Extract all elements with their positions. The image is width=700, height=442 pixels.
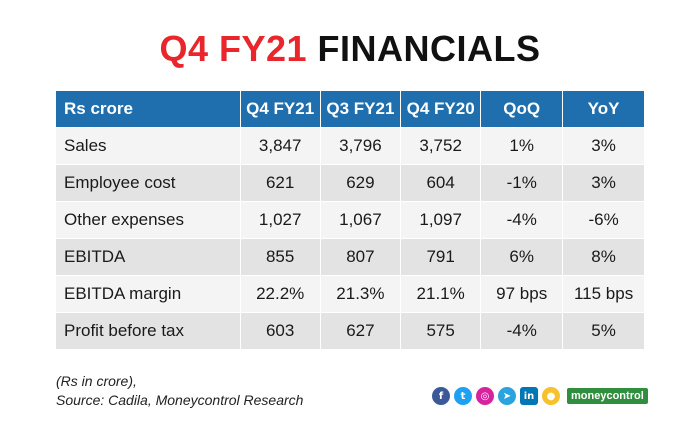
table-cell: 627 [319, 312, 402, 350]
instagram-icon[interactable]: ◎ [476, 387, 494, 405]
footnote-source: Source: Cadila, Moneycontrol Research [56, 392, 304, 408]
logo-text-pre: money [571, 390, 607, 402]
table-cell: 5% [562, 312, 645, 350]
row-label: EBITDA margin [55, 275, 241, 313]
table-cell: 575 [400, 312, 482, 350]
table-cell: 8% [562, 238, 645, 276]
table-cell: 855 [239, 238, 321, 276]
title-highlight: Q4 FY21 [159, 28, 308, 69]
table-header-row: Rs crore Q4 FY21 Q3 FY21 Q4 FY20 QoQ YoY [55, 90, 645, 128]
table-row: EBITDA 855 807 791 6% 8% [55, 238, 645, 276]
table-cell: 629 [319, 164, 402, 202]
title-main: FINANCIALS [317, 28, 541, 69]
table-row: Other expenses 1,027 1,067 1,097 -4% -6% [55, 201, 645, 239]
telegram-icon[interactable]: ➤ [498, 387, 516, 405]
table-cell: 1,067 [319, 201, 402, 239]
row-label: Sales [55, 127, 241, 165]
row-label: Employee cost [55, 164, 241, 202]
table-cell: 6% [480, 238, 564, 276]
header-cell: Q4 FY21 [239, 90, 321, 128]
table-row: EBITDA margin 22.2% 21.3% 21.1% 97 bps 115 bp… [55, 275, 645, 313]
moneycontrol-logo: money control [567, 388, 648, 404]
table-row: Employee cost 621 629 604 -1% 3% [55, 164, 645, 202]
table-cell: -4% [480, 312, 564, 350]
table-cell: 807 [319, 238, 402, 276]
row-label: Other expenses [55, 201, 241, 239]
table-cell: -6% [562, 201, 645, 239]
logo-text-post: control [606, 390, 644, 402]
table-row: Profit before tax 603 627 575 -4% 5% [55, 312, 645, 350]
table-cell: 3% [562, 127, 645, 165]
koo-icon[interactable]: ● [542, 387, 560, 405]
table-cell: 115 bps [562, 275, 645, 313]
table-cell: 21.1% [400, 275, 482, 313]
header-cell: Q3 FY21 [319, 90, 402, 128]
table-cell: 1,027 [239, 201, 321, 239]
table-cell: 791 [400, 238, 482, 276]
table-cell: 1% [480, 127, 564, 165]
table-cell: 604 [400, 164, 482, 202]
financials-table: Rs crore Q4 FY21 Q3 FY21 Q4 FY20 QoQ YoY… [55, 90, 645, 350]
table-cell: 3,847 [239, 127, 321, 165]
facebook-icon[interactable]: f [432, 387, 450, 405]
row-label: Profit before tax [55, 312, 241, 350]
row-label: EBITDA [55, 238, 241, 276]
table-cell: 621 [239, 164, 321, 202]
header-cell: Q4 FY20 [400, 90, 482, 128]
table-cell: 3,796 [319, 127, 402, 165]
header-cell: QoQ [480, 90, 564, 128]
table-cell: 1,097 [400, 201, 482, 239]
table-cell: 3% [562, 164, 645, 202]
social-bar: f t ◎ ➤ in ● money control [432, 386, 648, 406]
table-cell: 3,752 [400, 127, 482, 165]
twitter-icon[interactable]: t [454, 387, 472, 405]
linkedin-icon[interactable]: in [520, 387, 538, 405]
table-cell: 22.2% [239, 275, 321, 313]
table-cell: -1% [480, 164, 564, 202]
footnote: (Rs in crore), Source: Cadila, Moneycont… [56, 372, 303, 410]
header-cell: YoY [562, 90, 645, 128]
footnote-unit: (Rs in crore), [56, 373, 137, 389]
table-cell: 21.3% [319, 275, 402, 313]
table-row: Sales 3,847 3,796 3,752 1% 3% [55, 127, 645, 165]
page-title: Q4 FY21 FINANCIALS [0, 28, 700, 70]
header-cell: Rs crore [55, 90, 241, 128]
table-cell: 603 [239, 312, 321, 350]
table-cell: -4% [480, 201, 564, 239]
table-cell: 97 bps [480, 275, 564, 313]
